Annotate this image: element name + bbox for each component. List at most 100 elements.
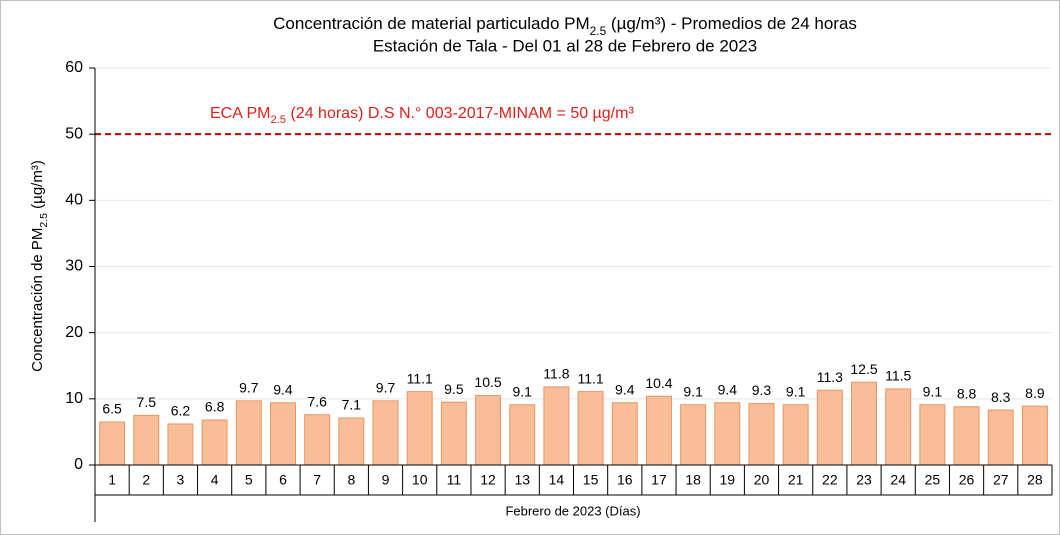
value-label: 11.1 <box>407 370 433 386</box>
value-label: 10.4 <box>645 375 672 391</box>
y-tick-label: 10 <box>65 390 83 407</box>
bar <box>543 386 570 466</box>
bar <box>269 402 296 466</box>
x-tick-label: 17 <box>651 472 667 488</box>
bar <box>372 400 399 466</box>
x-tick-label: 27 <box>993 472 1009 488</box>
value-label: 8.8 <box>957 385 977 401</box>
value-label: 9.4 <box>615 382 635 398</box>
value-label: 9.4 <box>718 382 738 398</box>
bar <box>748 402 775 466</box>
x-tick-label: 3 <box>177 472 185 488</box>
bar <box>509 404 536 466</box>
value-label: 9.1 <box>512 383 532 399</box>
value-label: 6.5 <box>102 401 122 417</box>
text-part: Concentración de material particulado PM <box>273 14 590 33</box>
value-label: 9.1 <box>923 383 943 399</box>
x-tick-label: 22 <box>822 472 838 488</box>
x-tick-label: 13 <box>514 472 530 488</box>
value-label: 12.5 <box>850 361 877 377</box>
x-tick-label: 25 <box>925 472 941 488</box>
bar <box>885 388 912 466</box>
value-label: 7.6 <box>307 393 327 409</box>
text-part: 2.5 <box>270 114 286 126</box>
bar <box>167 423 194 466</box>
value-label: 6.8 <box>205 399 225 415</box>
x-tick-label: 24 <box>890 472 906 488</box>
bar <box>645 395 672 466</box>
value-label: 11.5 <box>885 368 911 384</box>
x-tick-label: 7 <box>313 472 321 488</box>
bar <box>577 391 604 466</box>
bar <box>987 409 1014 466</box>
x-tick-label: 21 <box>788 472 804 488</box>
value-label: 9.7 <box>376 380 396 396</box>
value-label: 9.1 <box>683 383 703 399</box>
chart-subtitle: Estación de Tala - Del 01 al 28 de Febre… <box>373 36 757 55</box>
x-tick-label: 2 <box>142 472 150 488</box>
text-part: (24 horas) D.S N.° 003-2017-MINAM = 50 µ… <box>286 105 634 122</box>
value-label: 10.5 <box>474 374 501 390</box>
x-tick-label: 23 <box>856 472 872 488</box>
x-tick-label: 1 <box>108 472 116 488</box>
y-tick-label: 60 <box>65 59 83 76</box>
bar <box>201 419 228 466</box>
text-part: (µg/m³) - Promedios de 24 horas <box>606 14 857 33</box>
x-tick-label: 20 <box>754 472 770 488</box>
value-label: 9.5 <box>444 381 464 397</box>
bar <box>680 404 707 466</box>
bar <box>99 421 126 466</box>
x-tick-label: 14 <box>549 472 565 488</box>
x-tick-label: 16 <box>617 472 633 488</box>
x-tick-label: 28 <box>1027 472 1043 488</box>
bar <box>475 395 502 466</box>
y-axis-label: Concentración de PM2.5 (µg/m³) <box>29 160 50 372</box>
text-part: 2.5 <box>590 24 607 38</box>
value-label: 11.3 <box>817 369 843 385</box>
text-part: (µg/m³) <box>29 160 46 213</box>
y-tick-label: 40 <box>65 192 83 209</box>
value-label: 9.1 <box>786 383 806 399</box>
x-tick-label: 6 <box>279 472 287 488</box>
y-tick-label: 20 <box>65 324 83 341</box>
bar <box>611 402 638 466</box>
x-tick-label: 4 <box>211 472 219 488</box>
bar <box>919 404 946 466</box>
value-label: 11.1 <box>577 370 603 386</box>
x-tick-label: 26 <box>959 472 975 488</box>
reference-label: ECA PM2.5 (24 horas) D.S N.° 003-2017-MI… <box>210 105 634 126</box>
value-label: 9.4 <box>273 382 293 398</box>
value-label: 8.9 <box>1025 385 1045 401</box>
value-label: 9.7 <box>239 380 259 396</box>
bar <box>1021 405 1048 466</box>
x-tick-label: 11 <box>447 472 462 488</box>
value-label: 9.3 <box>752 382 772 398</box>
x-axis-label: Febrero de 2023 (Días) <box>505 503 640 518</box>
bar <box>406 391 433 466</box>
chart-title: Concentración de material particulado PM… <box>273 14 857 38</box>
value-label: 7.5 <box>137 394 157 410</box>
bar <box>304 414 331 466</box>
x-tick-label: 5 <box>245 472 253 488</box>
bar <box>782 404 809 466</box>
value-label: 7.1 <box>342 397 362 413</box>
x-tick-label: 9 <box>382 472 390 488</box>
text-part: Concentración de PM <box>29 228 46 372</box>
bar <box>338 417 365 466</box>
bar <box>235 400 262 466</box>
value-label: 6.2 <box>171 403 191 419</box>
x-tick-label: 10 <box>412 472 428 488</box>
bar <box>953 406 980 466</box>
y-tick-label: 0 <box>74 456 83 473</box>
bar <box>816 389 843 466</box>
bar <box>440 401 467 466</box>
bar <box>133 414 160 466</box>
x-tick-label: 12 <box>480 472 496 488</box>
value-label: 11.8 <box>543 366 569 382</box>
y-tick-label: 50 <box>65 125 83 142</box>
text-part: ECA PM <box>210 105 270 122</box>
value-label: 8.3 <box>991 389 1011 405</box>
bar <box>851 381 878 466</box>
text-part: 2.5 <box>38 213 50 228</box>
